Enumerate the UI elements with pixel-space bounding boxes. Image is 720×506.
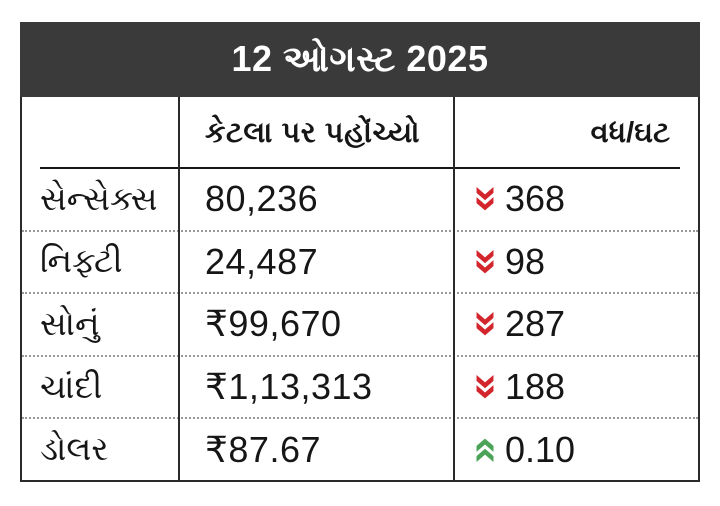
metric-value: ₹99,670 (205, 303, 342, 345)
date-title-band: 12 ઓગસ્ટ 2025 (20, 22, 700, 97)
metric-label: સોનું (40, 304, 100, 342)
metric-value: ₹1,13,313 (205, 366, 373, 408)
metric-value: ₹87.67 (205, 428, 321, 470)
date-title: 12 ઓગસ્ટ 2025 (231, 38, 489, 79)
market-table: કેટલા પર પહોંચ્યો વધ/ઘટ સેન્સેક્સ 80,236… (20, 97, 700, 482)
table-row: નિફ્ટી 24,487 98 (22, 229, 698, 293)
change-value: 0.10 (505, 428, 576, 470)
column-header-value: કેટલા પર પહોંચ્યો (205, 116, 421, 149)
table-row: ડોલર ₹87.67 0.10 (22, 417, 698, 480)
table-row: સોનું ₹99,670 287 (22, 292, 698, 355)
change-value: 287 (505, 303, 566, 345)
double-chevron-up-icon (475, 438, 495, 462)
metric-label: નિફ્ટી (40, 242, 123, 280)
metric-label: સેન્સેક્સ (40, 179, 158, 217)
metric-change: 0.10 (453, 429, 698, 471)
column-header-change: વધ/ઘટ (590, 116, 670, 149)
metric-label: ડોલર (40, 430, 109, 468)
double-chevron-down-icon (475, 375, 495, 399)
metric-value: 80,236 (205, 178, 319, 220)
column-separator (453, 97, 455, 480)
change-value: 368 (505, 178, 566, 220)
double-chevron-down-icon (475, 312, 495, 336)
market-summary-card: 12 ઓગસ્ટ 2025 કેટલા પર પહોંચ્યો વધ/ઘટ સે… (20, 22, 700, 482)
table-row: સેન્સેક્સ 80,236 368 (22, 169, 698, 230)
metric-change: 98 (453, 241, 698, 283)
metric-label: ચાંદી (40, 367, 103, 405)
header-underline (40, 167, 680, 169)
double-chevron-down-icon (475, 249, 495, 274)
column-separator (178, 97, 180, 480)
table-header-row: કેટલા પર પહોંચ્યો વધ/ઘટ (22, 97, 698, 169)
double-chevron-down-icon (475, 187, 495, 211)
metric-change: 188 (453, 366, 698, 408)
metric-value: 24,487 (205, 240, 319, 282)
metric-change: 287 (453, 303, 698, 345)
change-value: 188 (505, 366, 566, 408)
metric-change: 368 (453, 178, 698, 220)
change-value: 98 (505, 240, 546, 282)
table-row: ચાંદી ₹1,13,313 188 (22, 354, 698, 418)
